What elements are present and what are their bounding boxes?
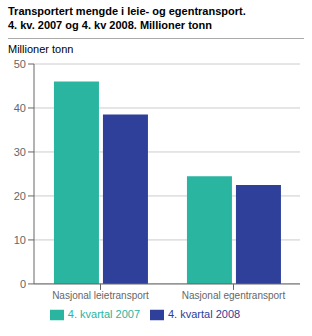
html-text:4. kvartal 2007: 4. kvartal 2007 bbox=[67, 307, 140, 320]
svg-text:40: 40 bbox=[14, 102, 26, 114]
svg-text:20: 20 bbox=[14, 190, 26, 202]
svg-text:10: 10 bbox=[14, 234, 26, 246]
svg-text:Nasjonal egentransport: Nasjonal egentransport bbox=[182, 290, 286, 301]
svg-text:50: 50 bbox=[14, 58, 26, 70]
svg-text:Nasjonal leietransport: Nasjonal leietransport bbox=[52, 290, 149, 301]
html-text:4. kv. 2007 og 4. kv 2008. Mil: 4. kv. 2007 og 4. kv 2008. Millioner ton… bbox=[8, 19, 212, 31]
svg-text:0: 0 bbox=[20, 278, 26, 290]
html-text:Transportert mengde i leie- og: Transportert mengde i leie- og egentrans… bbox=[8, 5, 246, 17]
html-text:4. kvartal 2008: 4. kvartal 2008 bbox=[168, 307, 241, 320]
svg-text:30: 30 bbox=[14, 146, 26, 158]
html-text:Millioner tonn: Millioner tonn bbox=[8, 43, 74, 55]
